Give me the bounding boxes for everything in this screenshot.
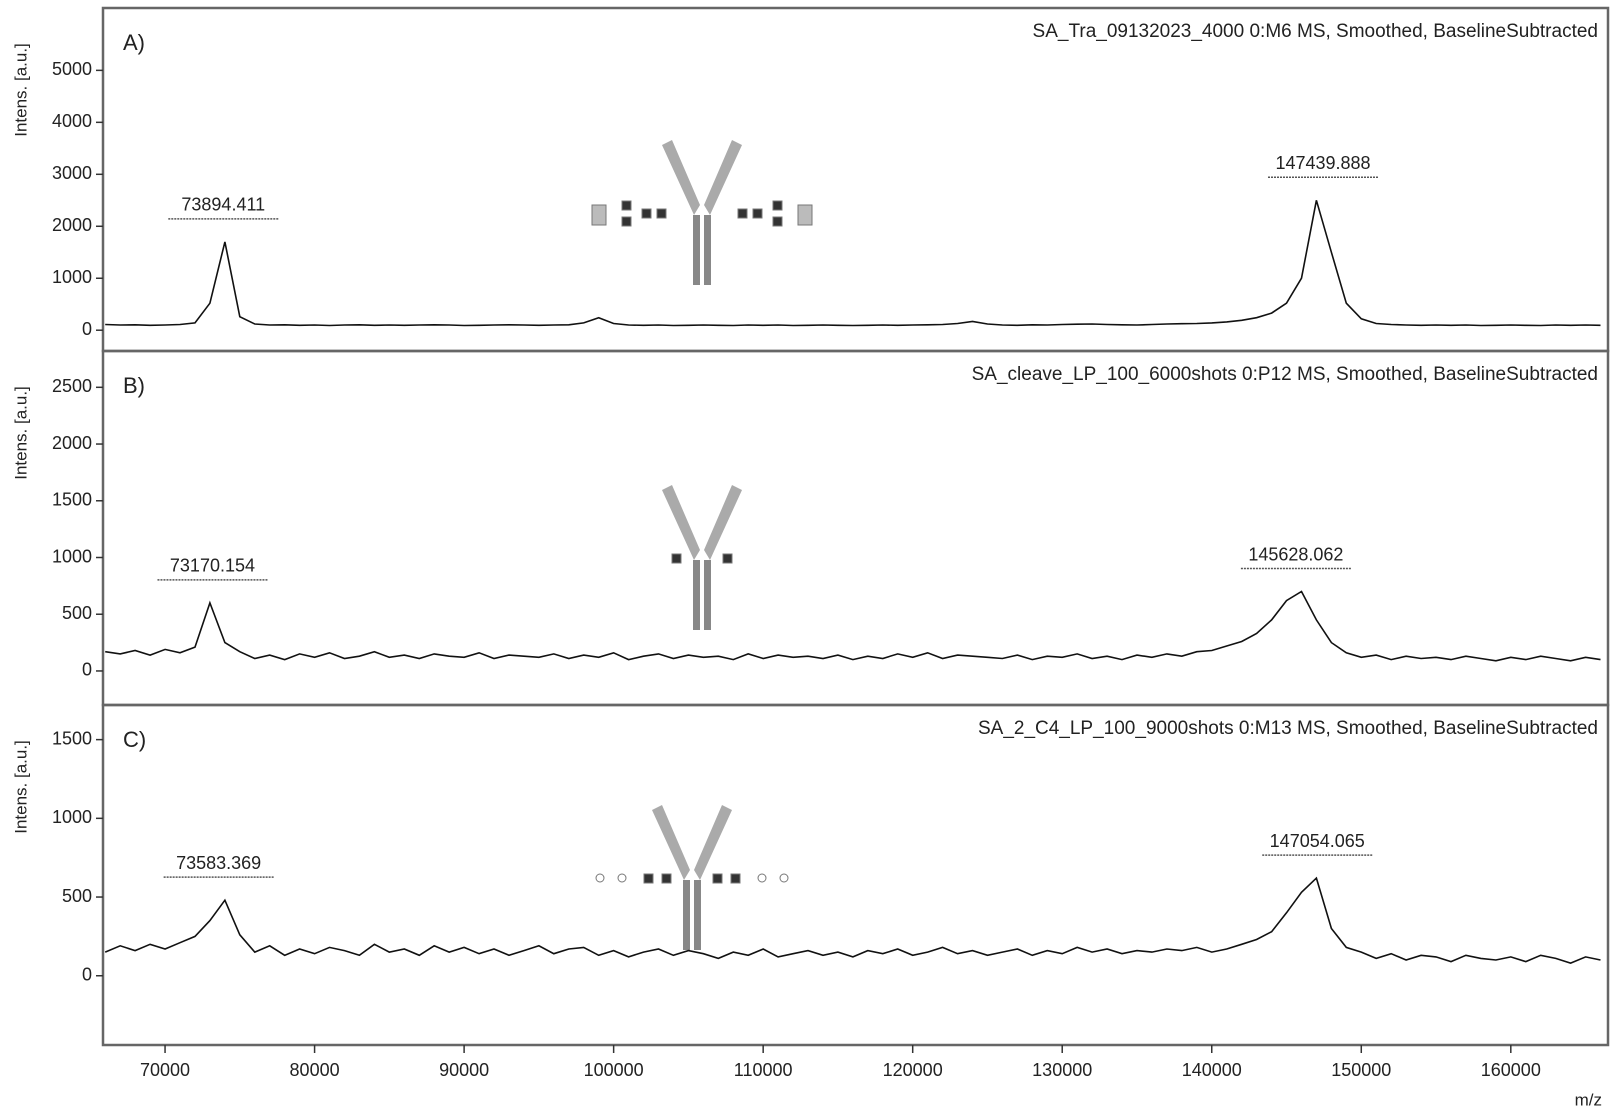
spectrum-line	[105, 200, 1601, 327]
x-tick-label: 160000	[1481, 1060, 1541, 1080]
antibody-icon-a	[591, 140, 813, 285]
y-tick-label: 500	[62, 886, 92, 906]
panel-title: SA_2_C4_LP_100_9000shots 0:M13 MS, Smoot…	[978, 718, 1598, 739]
y-tick-label: 1000	[52, 807, 92, 827]
peak-label: 73894.411	[181, 195, 265, 215]
y-tick-label: 1000	[52, 546, 92, 566]
spectrum-line	[105, 590, 1601, 662]
panel-label: B)	[123, 373, 145, 398]
y-axis-label: Intens. [a.u.]	[11, 740, 30, 834]
x-tick-label: 70000	[140, 1060, 190, 1080]
y-tick-label: 0	[82, 660, 92, 680]
antibody-icon-c	[595, 805, 789, 950]
peak-label: 147054.065	[1270, 831, 1365, 851]
peak-label: 145628.062	[1248, 544, 1343, 564]
x-tick-label: 90000	[439, 1060, 489, 1080]
y-tick-label: 2000	[52, 215, 92, 235]
x-tick-label: 150000	[1331, 1060, 1391, 1080]
y-tick-label: 500	[62, 603, 92, 623]
x-tick-label: 130000	[1032, 1060, 1092, 1080]
panel-frame	[101, 703, 1610, 1047]
x-tick-label: 120000	[883, 1060, 943, 1080]
y-tick-label: 1500	[52, 490, 92, 510]
panel-label: A)	[123, 30, 145, 55]
antibody-icon-b	[662, 485, 742, 630]
y-axis-label: Intens. [a.u.]	[11, 43, 30, 137]
x-tick-label: 140000	[1182, 1060, 1242, 1080]
x-tick-label: 110000	[734, 1060, 793, 1080]
y-tick-label: 2000	[52, 433, 92, 453]
panel-title: SA_Tra_09132023_4000 0:M6 MS, Smoothed, …	[1033, 21, 1598, 42]
peak-label: 73170.154	[170, 556, 255, 576]
x-tick-label: 80000	[290, 1060, 340, 1080]
panel-frame	[101, 349, 1610, 707]
spectrum-line	[104, 876, 1601, 964]
y-tick-label: 5000	[52, 59, 92, 79]
panel-frame	[101, 6, 1610, 353]
peak-label: 73583.369	[176, 853, 261, 873]
y-tick-label: 3000	[52, 163, 92, 183]
y-axis-label: Intens. [a.u.]	[11, 386, 30, 480]
y-tick-label: 1500	[52, 728, 92, 748]
y-tick-label: 1000	[52, 267, 92, 287]
y-tick-label: 0	[82, 319, 92, 339]
panel-title: SA_cleave_LP_100_6000shots 0:P12 MS, Smo…	[972, 364, 1598, 385]
x-tick-label: 100000	[584, 1060, 644, 1080]
x-axis-label: m/z	[1575, 1090, 1602, 1109]
y-tick-label: 4000	[52, 111, 92, 131]
peak-label: 147439.888	[1275, 153, 1370, 173]
panel-label: C)	[123, 727, 146, 752]
y-tick-label: 2500	[52, 376, 92, 396]
y-tick-label: 0	[82, 964, 92, 984]
